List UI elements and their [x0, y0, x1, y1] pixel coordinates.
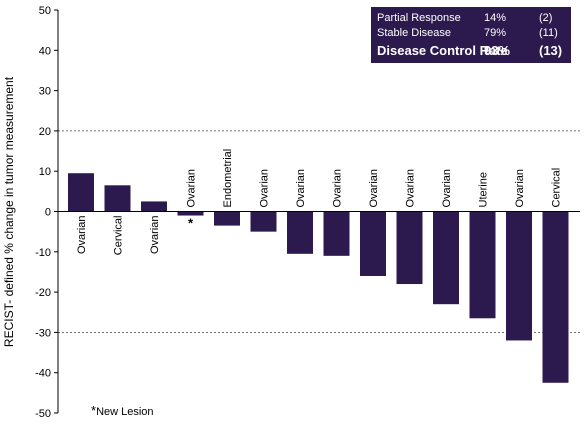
- bar: [177, 211, 204, 216]
- bar: [433, 211, 459, 305]
- y-tick-label: -50: [35, 408, 51, 420]
- y-tick-label: -10: [35, 247, 51, 259]
- legend-count: (11): [539, 27, 558, 39]
- response-summary-legend: Partial Response 14% (2) Stable Disease …: [371, 7, 571, 63]
- category-label: Ovarian: [295, 169, 307, 208]
- reference-lines: [58, 130, 580, 333]
- axes: [54, 9, 580, 414]
- legend-percent: 14%: [484, 12, 507, 24]
- legend-label: Partial Response: [377, 12, 461, 24]
- bar: [141, 201, 167, 212]
- bar: [68, 173, 94, 212]
- legend-percent: 79%: [484, 27, 507, 39]
- legend-label: Stable Disease: [377, 27, 451, 39]
- legend-row-stable-disease: Stable Disease 79% (11): [377, 26, 565, 41]
- category-label: Ovarian: [149, 216, 161, 255]
- category-labels: Ovarian Cervical Ovarian Ovarian Endometrial…: [76, 149, 563, 255]
- y-tick-labels: -50 -40 -30 -20 -10 0 10 20 30 40 50: [35, 5, 51, 420]
- y-tick-label: 10: [39, 166, 51, 178]
- y-tick-label: -40: [35, 368, 51, 380]
- bar: [469, 211, 496, 319]
- category-label: Ovarian: [332, 169, 344, 208]
- category-label: Ovarian: [76, 216, 88, 255]
- category-label: Ovarian: [514, 169, 526, 208]
- legend-row-partial-response: Partial Response 14% (2): [377, 11, 565, 26]
- category-label: Ovarian: [186, 169, 198, 208]
- y-tick-label: -30: [35, 327, 51, 339]
- new-lesion-marker: *: [188, 216, 194, 231]
- legend-count: (13): [539, 43, 563, 58]
- category-label: Ovarian: [368, 169, 380, 208]
- category-label: Ovarian: [405, 169, 417, 208]
- legend-label: Disease Control Rate: [377, 43, 508, 58]
- bar: [214, 211, 240, 226]
- bar: [360, 211, 386, 276]
- y-axis-label: RECIST- defined % change in tumor measur…: [2, 76, 16, 347]
- bar-markers: *: [188, 216, 194, 231]
- y-tick-label: 40: [39, 45, 51, 57]
- category-label: Ovarian: [259, 169, 271, 208]
- bar: [506, 211, 532, 341]
- category-label: Cervical: [551, 168, 563, 208]
- y-tick-label: 30: [39, 86, 51, 98]
- category-label: Uterine: [478, 172, 490, 207]
- footnote-marker: *: [91, 403, 97, 418]
- legend-count: (2): [539, 12, 553, 24]
- y-tick-label: 20: [39, 126, 51, 138]
- bar: [104, 185, 131, 212]
- bar: [396, 211, 423, 285]
- legend-row-disease-control-rate: Disease Control Rate 93% (13): [377, 42, 565, 60]
- y-tick-label: 0: [45, 207, 51, 219]
- bar: [542, 211, 569, 383]
- y-tick-label: -20: [35, 287, 51, 299]
- bar: [323, 211, 350, 256]
- legend-percent: 93%: [484, 43, 511, 58]
- bars: [68, 173, 569, 383]
- footnote: *New Lesion: [91, 403, 154, 418]
- category-label: Ovarian: [441, 169, 453, 208]
- category-label: Endometrial: [222, 149, 234, 208]
- footnote-text: New Lesion: [96, 406, 154, 418]
- y-tick-label: 50: [39, 5, 51, 17]
- bar: [250, 211, 277, 232]
- bar: [287, 211, 313, 254]
- category-label: Cervical: [113, 216, 125, 256]
